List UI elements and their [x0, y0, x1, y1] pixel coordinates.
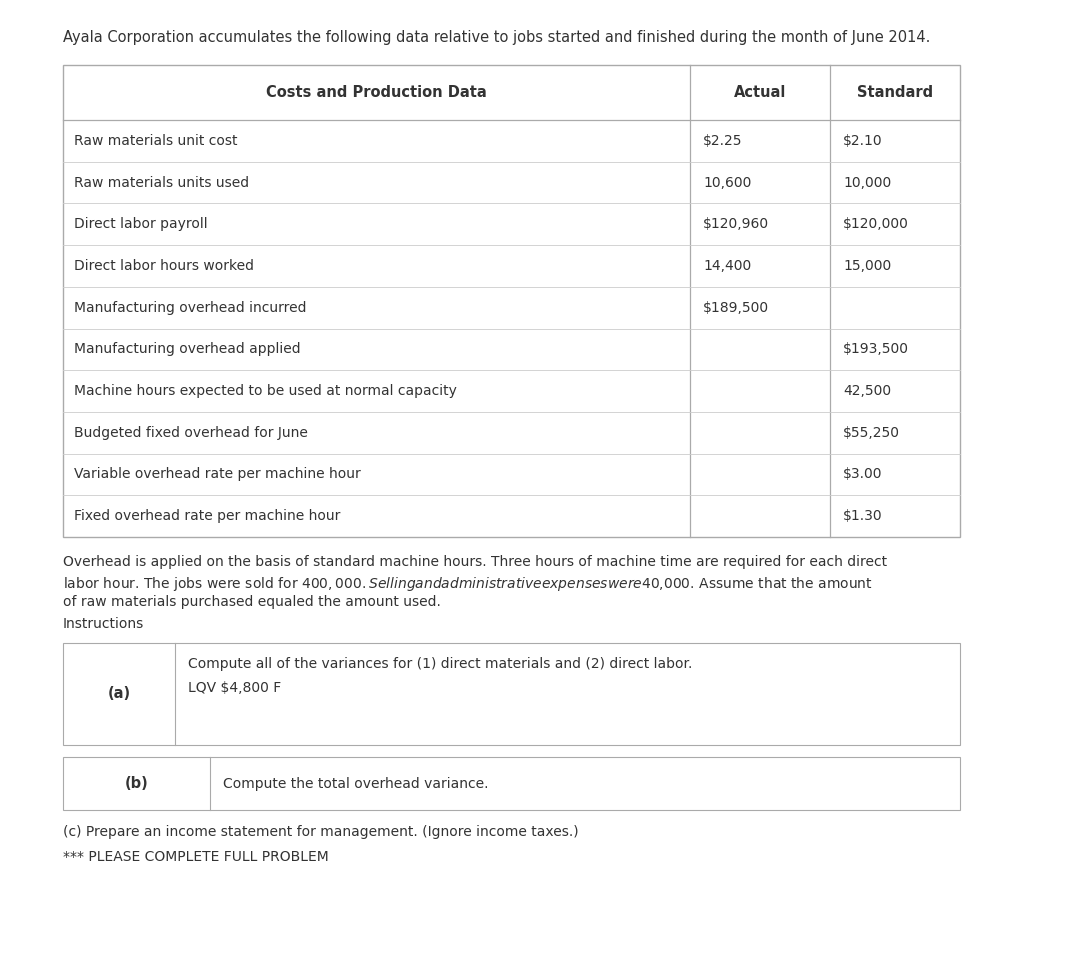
Text: LQV $4,800 F: LQV $4,800 F: [188, 681, 281, 695]
Bar: [63, 757, 960, 810]
Text: $3.00: $3.00: [843, 467, 882, 481]
Text: (b): (b): [124, 776, 148, 791]
Text: 10,000: 10,000: [843, 175, 891, 189]
Text: 42,500: 42,500: [843, 384, 891, 398]
Text: Overhead is applied on the basis of standard machine hours. Three hours of machi: Overhead is applied on the basis of stan…: [63, 555, 887, 569]
Text: Ayala Corporation accumulates the following data relative to jobs started and fi: Ayala Corporation accumulates the follow…: [63, 30, 930, 45]
Text: Machine hours expected to be used at normal capacity: Machine hours expected to be used at nor…: [73, 384, 457, 398]
Text: 15,000: 15,000: [843, 259, 891, 273]
Text: Actual: Actual: [733, 85, 786, 100]
Text: $120,000: $120,000: [843, 218, 909, 231]
Bar: [63, 65, 960, 537]
Text: *** PLEASE COMPLETE FULL PROBLEM: *** PLEASE COMPLETE FULL PROBLEM: [63, 850, 328, 864]
Text: Manufacturing overhead incurred: Manufacturing overhead incurred: [73, 301, 307, 315]
Text: Direct labor payroll: Direct labor payroll: [73, 218, 207, 231]
Text: $189,500: $189,500: [703, 301, 769, 315]
Text: 14,400: 14,400: [703, 259, 752, 273]
Text: Instructions: Instructions: [63, 617, 145, 631]
Text: (c) Prepare an income statement for management. (Ignore income taxes.): (c) Prepare an income statement for mana…: [63, 825, 579, 839]
Text: Raw materials units used: Raw materials units used: [73, 175, 248, 189]
Text: $1.30: $1.30: [843, 510, 882, 523]
Text: Variable overhead rate per machine hour: Variable overhead rate per machine hour: [73, 467, 361, 481]
Text: of raw materials purchased equaled the amount used.: of raw materials purchased equaled the a…: [63, 595, 441, 609]
Text: 10,600: 10,600: [703, 175, 752, 189]
Text: $55,250: $55,250: [843, 425, 900, 440]
Text: Costs and Production Data: Costs and Production Data: [266, 85, 487, 100]
Text: labor hour. The jobs were sold for $400,000. Selling and administrative expenses: labor hour. The jobs were sold for $400,…: [63, 575, 873, 593]
Text: Budgeted fixed overhead for June: Budgeted fixed overhead for June: [73, 425, 308, 440]
Text: Compute all of the variances for (1) direct materials and (2) direct labor.: Compute all of the variances for (1) dir…: [188, 657, 692, 671]
Text: $2.25: $2.25: [703, 134, 742, 148]
Text: $120,960: $120,960: [703, 218, 769, 231]
Text: (a): (a): [107, 687, 131, 702]
Text: $2.10: $2.10: [843, 134, 882, 148]
Text: Compute the total overhead variance.: Compute the total overhead variance.: [222, 776, 488, 791]
Text: Standard: Standard: [856, 85, 933, 100]
Text: Fixed overhead rate per machine hour: Fixed overhead rate per machine hour: [73, 510, 340, 523]
Bar: [63, 643, 960, 745]
Text: $193,500: $193,500: [843, 342, 909, 357]
Text: Raw materials unit cost: Raw materials unit cost: [73, 134, 238, 148]
Text: Direct labor hours worked: Direct labor hours worked: [73, 259, 254, 273]
Text: Manufacturing overhead applied: Manufacturing overhead applied: [73, 342, 300, 357]
